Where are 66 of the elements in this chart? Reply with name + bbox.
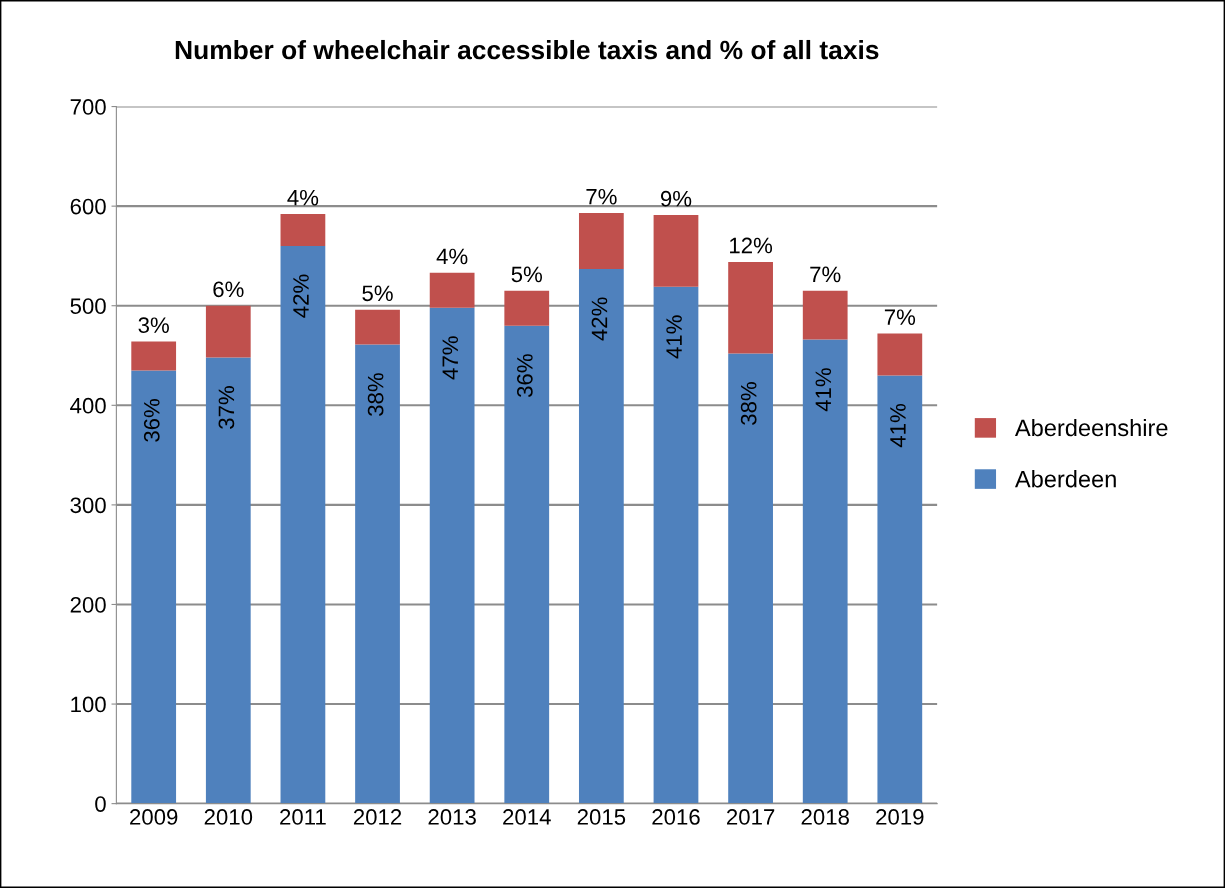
y-tick-label: 700	[70, 99, 106, 115]
annotation: 41%	[890, 404, 906, 448]
bar	[802, 290, 848, 340]
bar	[280, 214, 326, 246]
annotation: 7%	[586, 188, 617, 205]
y-tick-label: 600	[70, 198, 106, 215]
annotation: 6%	[213, 281, 244, 298]
bar	[877, 375, 923, 804]
x-tick-label: 2013	[428, 809, 476, 825]
bar	[877, 333, 923, 376]
bar	[504, 325, 550, 804]
annotation: 38%	[740, 382, 757, 425]
x-tick-label: 2016	[652, 809, 700, 825]
annotation: 47%	[442, 336, 459, 380]
annotation: 7%	[884, 309, 916, 325]
bar	[280, 245, 326, 804]
bar	[131, 370, 177, 804]
bar	[578, 213, 624, 269]
annotation: 36%	[516, 354, 533, 398]
annotation: 5%	[362, 285, 393, 302]
x-tick-label: 2018	[801, 809, 849, 825]
bar	[728, 353, 773, 804]
annotation: 41%	[666, 315, 682, 359]
annotation: 42%	[293, 274, 309, 318]
annotation: 36%	[143, 399, 160, 442]
annotation: 37%	[218, 386, 235, 429]
y-tick-label: 0	[95, 796, 106, 812]
x-tick-label: 2019	[876, 809, 924, 825]
annotation: 4%	[436, 248, 468, 265]
x-tick-label: 2014	[503, 809, 551, 825]
annotation: 12%	[730, 237, 773, 254]
y-tick-label: 300	[70, 497, 106, 514]
annotation: 9%	[660, 190, 692, 207]
annotation: 5%	[511, 266, 543, 283]
bar	[429, 307, 475, 804]
bar	[131, 341, 177, 371]
bar	[728, 261, 773, 354]
y-tick-label: 500	[70, 298, 106, 314]
annotation: 38%	[367, 373, 384, 416]
chart-title: Number of wheelchair accessible taxis and % of all taxis	[175, 39, 879, 60]
bar	[578, 268, 624, 804]
x-tick-label: 2017	[726, 809, 775, 825]
bar	[429, 272, 475, 308]
y-tick-label: 100	[71, 696, 106, 713]
x-tick-label: 2011	[280, 809, 326, 825]
bar	[205, 305, 251, 358]
x-tick-label: 2009	[130, 809, 178, 825]
bar	[355, 309, 400, 345]
legend-label: Aberdeenshire	[1014, 418, 1168, 437]
y-tick-label: 200	[70, 597, 106, 613]
bar	[504, 290, 550, 326]
annotation: 41%	[815, 368, 832, 412]
bar	[205, 357, 251, 804]
annotation: 7%	[810, 266, 841, 283]
annotation: 3%	[138, 317, 169, 334]
annotation: 42%	[591, 297, 608, 341]
x-tick-label: 2010	[204, 809, 253, 825]
x-tick-label: 2012	[353, 809, 402, 825]
bar	[355, 344, 400, 804]
y-tick-label: 400	[70, 397, 106, 414]
annotation: 4%	[287, 189, 319, 206]
legend-label: Aberdeen	[1014, 470, 1116, 488]
bar	[653, 286, 699, 804]
x-tick-label: 2015	[577, 809, 626, 825]
bar	[802, 339, 848, 804]
bar	[653, 215, 699, 287]
